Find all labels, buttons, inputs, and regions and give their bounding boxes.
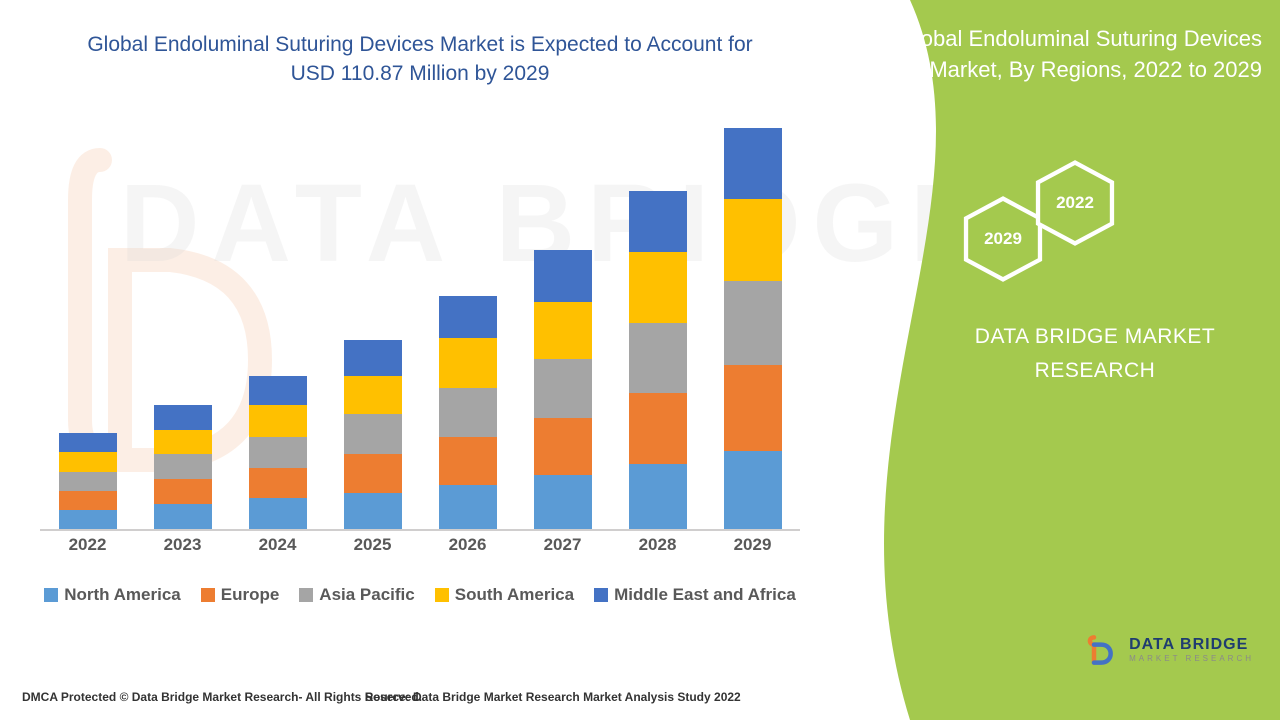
bar-segment bbox=[439, 437, 497, 485]
bar-segment bbox=[439, 338, 497, 388]
bar-segment bbox=[344, 454, 402, 492]
bar-segment bbox=[724, 128, 782, 199]
legend-swatch bbox=[594, 588, 608, 602]
bar-segment bbox=[59, 452, 117, 471]
bar-segment bbox=[59, 472, 117, 491]
x-axis-labels: 2022 2023 2024 2025 2026 2027 2028 2029 bbox=[40, 535, 800, 569]
bar-segment bbox=[534, 418, 592, 475]
right-panel: Global Endoluminal Suturing Devices Mark… bbox=[820, 0, 1280, 720]
legend-label: Middle East and Africa bbox=[614, 585, 796, 605]
bar-2022 bbox=[59, 433, 117, 528]
bar-segment bbox=[629, 464, 687, 529]
legend-item: Middle East and Africa bbox=[594, 585, 796, 605]
bar-segment bbox=[154, 454, 212, 479]
bar-2026 bbox=[439, 296, 497, 529]
right-panel-title: Global Endoluminal Suturing Devices Mark… bbox=[862, 24, 1262, 86]
bar-segment bbox=[724, 451, 782, 529]
bar-segment bbox=[249, 405, 307, 437]
bar-2028 bbox=[629, 191, 687, 529]
bar-segment bbox=[59, 510, 117, 529]
bar-2025 bbox=[344, 340, 402, 529]
bar-segment bbox=[439, 485, 497, 529]
bar-segment bbox=[344, 414, 402, 454]
bar-segment bbox=[154, 504, 212, 529]
x-tick-label: 2024 bbox=[249, 535, 307, 569]
bar-segment bbox=[534, 475, 592, 528]
legend-swatch bbox=[435, 588, 449, 602]
logo-line1: DATA BRIDGE bbox=[1129, 637, 1254, 653]
legend-item: Asia Pacific bbox=[299, 585, 414, 605]
hexagon-2029-label: 2029 bbox=[984, 229, 1022, 249]
bar-segment bbox=[724, 365, 782, 451]
bar-segment bbox=[629, 252, 687, 323]
bar-segment bbox=[249, 468, 307, 499]
legend-item: North America bbox=[44, 585, 181, 605]
bar-segment bbox=[534, 250, 592, 302]
hexagon-2022-label: 2022 bbox=[1056, 193, 1094, 213]
bar-segment bbox=[534, 359, 592, 418]
infographic-canvas: DATA BRIDGE Global Endoluminal Suturing … bbox=[0, 0, 1280, 720]
chart-legend: North America Europe Asia Pacific South Ame… bbox=[40, 585, 800, 605]
x-tick-label: 2029 bbox=[724, 535, 782, 569]
chart-plot: 2022 2023 2024 2025 2026 2027 2028 2029 bbox=[40, 109, 800, 569]
bar-segment bbox=[629, 191, 687, 252]
bar-segment bbox=[59, 491, 117, 510]
legend-swatch bbox=[44, 588, 58, 602]
bar-segment bbox=[724, 199, 782, 281]
x-tick-label: 2022 bbox=[59, 535, 117, 569]
x-axis-line bbox=[40, 529, 800, 531]
bar-segment bbox=[59, 433, 117, 452]
x-tick-label: 2028 bbox=[629, 535, 687, 569]
x-tick-label: 2025 bbox=[344, 535, 402, 569]
bar-segment bbox=[439, 388, 497, 438]
legend-label: Europe bbox=[221, 585, 280, 605]
bars-container bbox=[40, 109, 800, 529]
bar-segment bbox=[629, 393, 687, 464]
bar-segment bbox=[249, 376, 307, 405]
legend-label: Asia Pacific bbox=[319, 585, 414, 605]
footer-dmca: DMCA Protected © Data Bridge Market Rese… bbox=[22, 690, 422, 704]
bar-2023 bbox=[154, 405, 212, 529]
chart-title: Global Endoluminal Suturing Devices Mark… bbox=[70, 30, 770, 89]
legend-item: South America bbox=[435, 585, 574, 605]
bar-2024 bbox=[249, 376, 307, 529]
bar-2029 bbox=[724, 128, 782, 529]
legend-label: South America bbox=[455, 585, 574, 605]
bar-segment bbox=[534, 302, 592, 359]
bar-segment bbox=[154, 430, 212, 455]
legend-swatch bbox=[299, 588, 313, 602]
x-tick-label: 2027 bbox=[534, 535, 592, 569]
data-bridge-logo: DATA BRIDGE MARKET RESEARCH bbox=[1085, 632, 1254, 668]
data-bridge-logo-text: DATA BRIDGE MARKET RESEARCH bbox=[1129, 637, 1254, 663]
bar-segment bbox=[344, 376, 402, 414]
legend-swatch bbox=[201, 588, 215, 602]
bar-segment bbox=[724, 281, 782, 365]
bar-segment bbox=[344, 493, 402, 529]
bar-segment bbox=[249, 437, 307, 468]
footer-source: Source: Data Bridge Market Research Mark… bbox=[365, 690, 741, 704]
bar-2027 bbox=[534, 250, 592, 529]
legend-label: North America bbox=[64, 585, 181, 605]
bar-segment bbox=[249, 498, 307, 529]
brand-text: DATA BRIDGE MARKET RESEARCH bbox=[935, 320, 1255, 387]
logo-line2: MARKET RESEARCH bbox=[1129, 655, 1254, 663]
x-tick-label: 2023 bbox=[154, 535, 212, 569]
bar-segment bbox=[439, 296, 497, 338]
bar-segment bbox=[154, 405, 212, 430]
bar-segment bbox=[154, 479, 212, 504]
legend-item: Europe bbox=[201, 585, 280, 605]
chart-region: Global Endoluminal Suturing Devices Mark… bbox=[0, 0, 830, 690]
bar-segment bbox=[344, 340, 402, 376]
hexagon-2022: 2022 bbox=[1032, 160, 1118, 246]
x-tick-label: 2026 bbox=[439, 535, 497, 569]
bar-segment bbox=[629, 323, 687, 394]
data-bridge-logo-icon bbox=[1085, 632, 1121, 668]
